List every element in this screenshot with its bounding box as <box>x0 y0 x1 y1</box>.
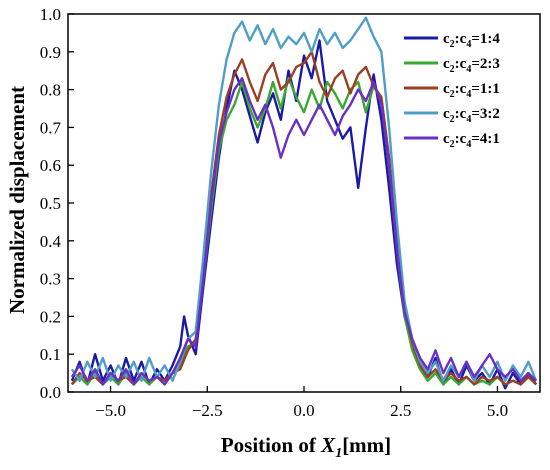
legend-label: c2:c4=1:4 <box>443 31 500 50</box>
legend-label: c2:c4=1:1 <box>443 81 500 100</box>
x-tick-label: 2.5 <box>390 401 411 420</box>
y-tick-label: 1.0 <box>40 5 61 24</box>
y-tick-label: 0.7 <box>40 118 62 137</box>
ticks-layer: −5.0 −2.5 0.0 2.5 5.0 0.0 0.1 0.2 0.3 0.4 0.5 0.6 0.… <box>40 5 508 420</box>
legend-label: c2:c4=2:3 <box>443 56 500 75</box>
legend: c2:c4=1:4 c2:c4=2:3 c2:c4=1:1 c2:c4=3:2 c2:c… <box>404 31 500 150</box>
y-tick-label: 0.1 <box>40 345 61 364</box>
x-tick-label: −5.0 <box>95 401 126 420</box>
x-tick-label: 0.0 <box>293 401 314 420</box>
series-line-2 <box>71 77 537 386</box>
y-axis-title: Normalized displacement <box>5 86 29 314</box>
y-tick-label: 0.4 <box>40 232 62 251</box>
series-line-5 <box>70 77 537 386</box>
x-axis-title-suffix: [mm] <box>342 433 391 457</box>
x-axis-title-subscript: 1 <box>335 446 342 461</box>
legend-label: c2:c4=3:2 <box>443 106 500 125</box>
y-tick-label: 0.8 <box>40 81 61 100</box>
y-tick-label: 0.9 <box>40 43 61 62</box>
y-tick-label: 0.2 <box>40 307 61 326</box>
x-tick-label: 5.0 <box>487 401 508 420</box>
y-tick-label: 0.5 <box>40 194 61 213</box>
series-line-3 <box>70 50 537 386</box>
y-tick-label: 0.6 <box>40 156 61 175</box>
legend-label: c2:c4=4:1 <box>443 131 500 150</box>
x-axis-title: Position of X1[mm] <box>221 433 391 461</box>
x-axis-title-prefix: Position of <box>221 433 321 457</box>
series-layer <box>70 16 538 390</box>
y-tick-label: 0.0 <box>40 383 61 402</box>
y-tick-label: 0.3 <box>40 270 61 289</box>
x-tick-label: −2.5 <box>192 401 223 420</box>
x-axis-title-variable: X <box>320 433 336 457</box>
